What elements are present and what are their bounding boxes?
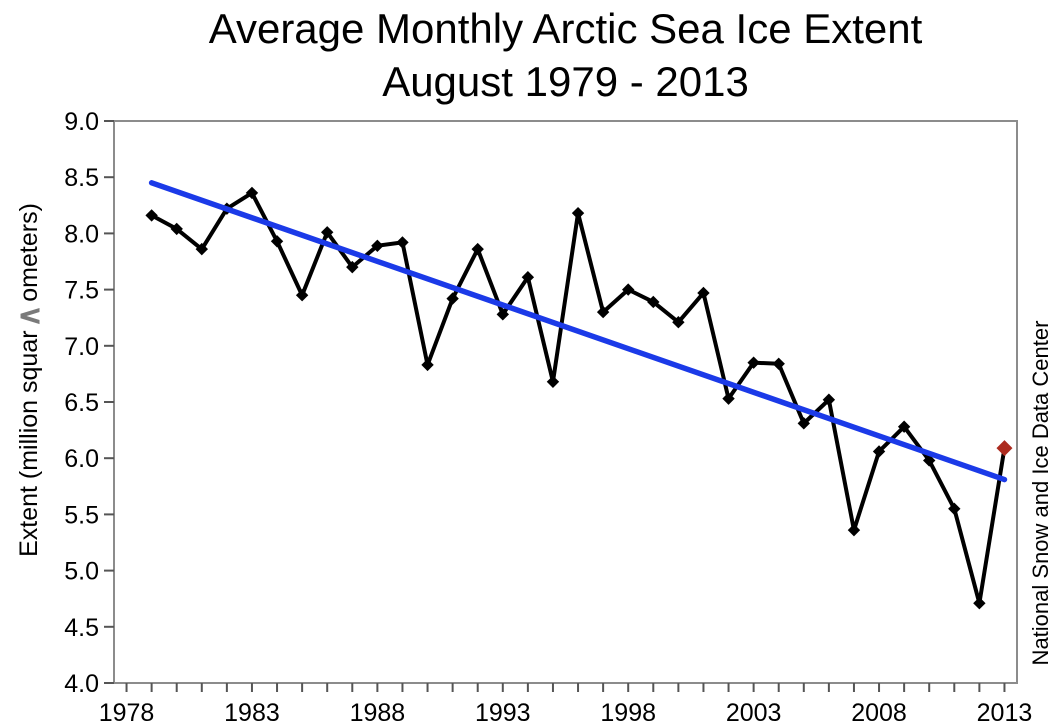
y-axis-title-prefix: Extent (million squar [15, 330, 43, 557]
data-point-marker [897, 420, 911, 433]
data-point-marker [596, 305, 610, 319]
y-tick-label: 6.0 [64, 445, 99, 473]
x-tick-label: 1988 [350, 699, 406, 727]
y-tick-label: 7.5 [64, 277, 99, 305]
data-point-marker [446, 292, 459, 305]
y-tick-label: 4.0 [64, 670, 99, 698]
y-tick-label: 8.0 [64, 220, 99, 248]
y-axis-title-suffix: ometers) [15, 203, 43, 302]
data-point-marker [672, 315, 685, 329]
data-point-marker [295, 289, 309, 302]
x-tick-label: 2013 [977, 699, 1033, 727]
data-point-marker [521, 271, 535, 284]
y-tick-label: 7.0 [64, 333, 99, 361]
data-point-marker [847, 523, 861, 537]
data-point-marker [396, 236, 409, 249]
data-point-marker [923, 454, 936, 467]
data-point-marker [571, 206, 585, 220]
data-point-marker [722, 392, 735, 405]
data-point-marker [471, 242, 484, 256]
data-point-marker [546, 375, 560, 388]
data-point-marker [697, 286, 710, 300]
y-axis-title: Extent (million squar∧ometers) [11, 203, 47, 557]
highlight-point-marker [996, 440, 1013, 457]
series-line [149, 190, 1007, 606]
y-tick-label: 9.0 [64, 108, 99, 136]
chart-title-line1: Average Monthly Arctic Sea Ice Extent [208, 5, 923, 52]
plot-frame [113, 120, 1018, 684]
trend-line [148, 180, 1008, 483]
y-tick-label: 8.5 [64, 164, 99, 192]
data-point-marker [145, 209, 158, 222]
x-tick-label: 2008 [851, 699, 907, 727]
y-tick-label: 6.5 [64, 389, 99, 417]
data-point-marker [622, 283, 635, 296]
data-point-marker [195, 242, 208, 256]
y-tick-label: 5.5 [64, 501, 99, 529]
data-point-marker [797, 417, 810, 430]
y-tick-label: 5.0 [64, 558, 99, 586]
data-point-marker [496, 308, 509, 321]
data-point-marker [371, 239, 384, 252]
data-point-marker [822, 393, 836, 406]
data-point-marker [270, 235, 284, 248]
x-tick-label: 1993 [475, 699, 531, 727]
data-point-marker [245, 186, 259, 200]
data-point-marker [421, 358, 434, 372]
data-point-marker [872, 445, 886, 458]
x-tick-label: 1983 [224, 699, 280, 727]
data-source-credit: National Snow and Ice Data Center [1028, 320, 1053, 666]
data-point-marker [973, 596, 986, 610]
x-tick-label: 1978 [99, 699, 155, 727]
corrupted-glyph: ∧ [11, 304, 46, 328]
data-point-marker [346, 260, 359, 274]
data-point-marker [772, 357, 785, 370]
x-tick-label: 1998 [600, 699, 656, 727]
data-point-marker [321, 226, 334, 239]
data-point-marker [170, 222, 183, 236]
chart-title-line2: August 1979 - 2013 [382, 58, 749, 105]
data-point-marker [747, 356, 760, 369]
x-tick-label: 2003 [726, 699, 782, 727]
data-point-marker [647, 295, 660, 309]
data-point-marker [948, 502, 961, 515]
chart-title: Average Monthly Arctic Sea Ice Extent Au… [114, 2, 1017, 108]
y-tick-label: 4.5 [64, 614, 99, 642]
